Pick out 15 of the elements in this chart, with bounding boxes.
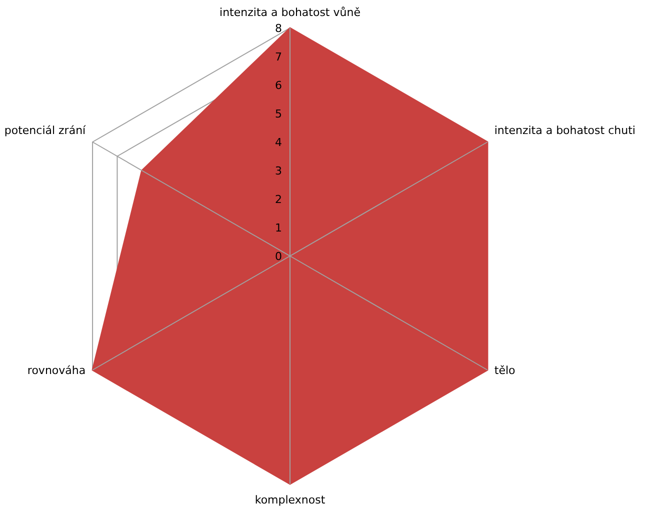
y-tick-label: 6 <box>275 78 282 92</box>
spoke-label: potenciál zrání <box>4 124 87 137</box>
spoke-label: tělo <box>494 364 516 377</box>
spoke-label: komplexnost <box>254 494 326 507</box>
y-tick-label: 3 <box>275 164 282 178</box>
spoke-label: rovnováha <box>27 364 86 377</box>
y-tick-label: 1 <box>275 221 282 234</box>
y-tick-label: 2 <box>275 192 282 206</box>
spoke-label: intenzita a bohatost chuti <box>494 124 636 137</box>
y-tick-label: 8 <box>275 22 282 35</box>
y-tick-label: 7 <box>275 50 282 64</box>
y-tick-label: 0 <box>275 250 282 263</box>
y-tick-label: 4 <box>275 136 282 149</box>
spoke-label: intenzita a bohatost vůně <box>220 6 361 19</box>
y-tick-label: 5 <box>275 107 282 120</box>
